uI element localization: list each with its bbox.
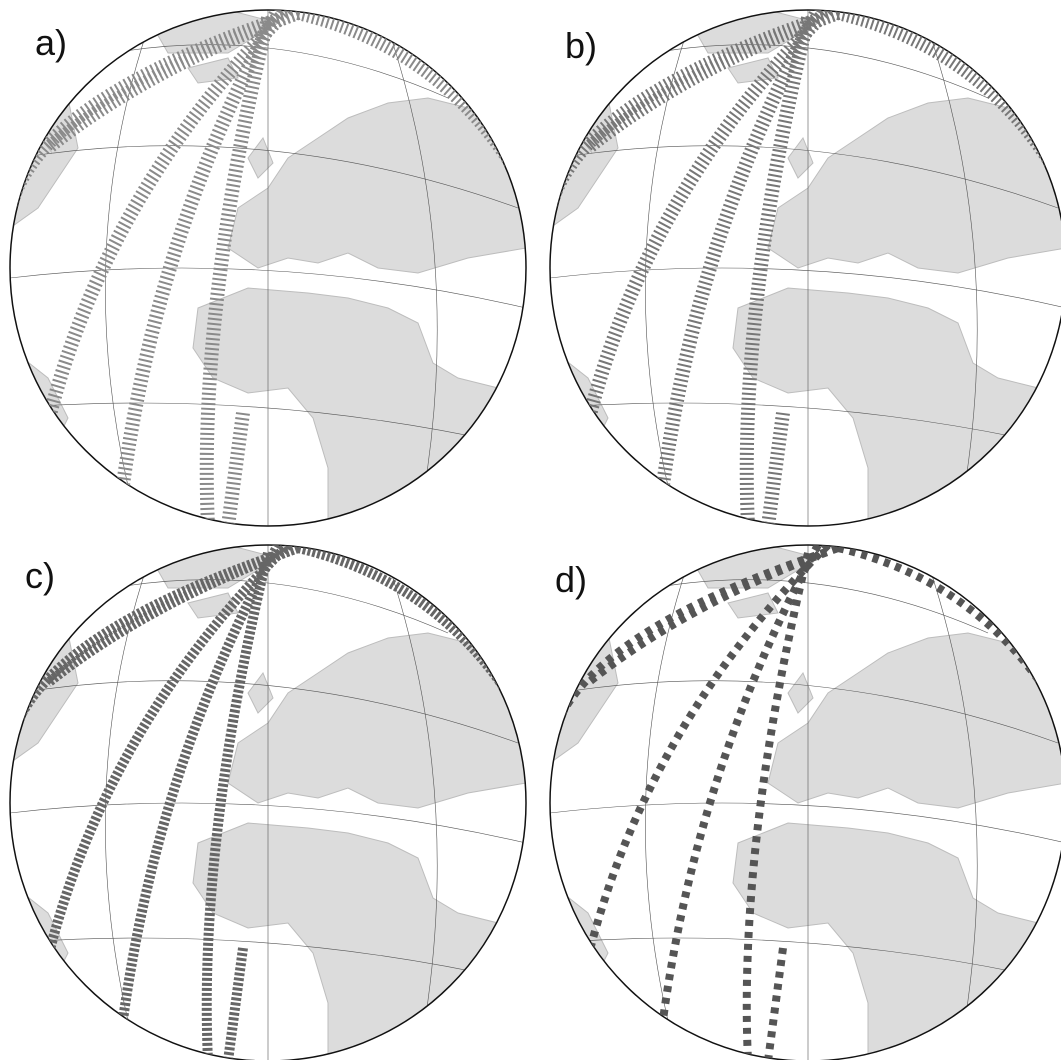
figure: a) b) c) d) bbox=[0, 0, 1061, 1060]
panel-label: d) bbox=[555, 559, 587, 600]
panel-label: c) bbox=[25, 555, 55, 596]
panel-a bbox=[10, 10, 526, 528]
panel-d bbox=[550, 545, 1061, 1060]
panel-label: a) bbox=[35, 22, 67, 63]
panel-b bbox=[550, 10, 1061, 528]
panel-c bbox=[10, 545, 526, 1060]
panel-label: b) bbox=[565, 25, 597, 66]
